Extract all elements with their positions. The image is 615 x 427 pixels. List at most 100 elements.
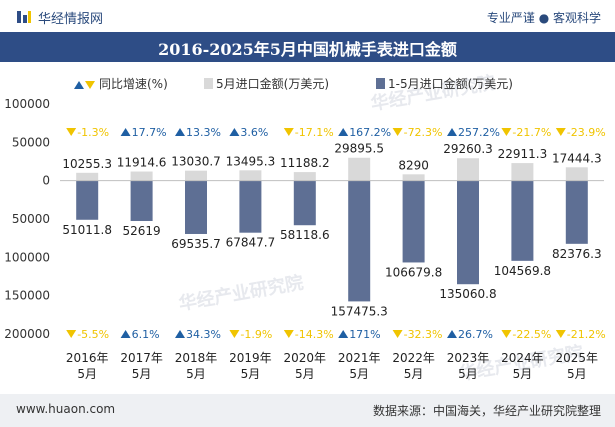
x-tick-label: 2025年 [556,351,599,365]
x-tick-label: 5月 [404,367,424,381]
growth-up-triangle-icon [338,330,349,338]
x-tick-label: 5月 [186,367,206,381]
growth-up-triangle-icon [338,128,349,136]
data-label-monthly: 29260.3 [443,142,493,156]
bar-monthly [185,170,207,181]
legend-label: 同比增速(%) [99,77,168,91]
data-label-cumulative: 67847.7 [226,236,276,250]
data-label-monthly: 29895.5 [334,142,384,156]
growth-down-triangle-icon [392,128,403,136]
bar-cumulative [457,180,479,285]
x-tick-label: 5月 [241,367,261,381]
data-label-monthly: 13495.3 [226,154,276,168]
growth-down-triangle-icon [66,128,77,136]
y-tick-label: 100000 [4,250,50,264]
legend-label: 1-5月进口金额(万美元) [388,76,513,91]
growth-rate-monthly: -23.9% [567,126,606,139]
bar-cumulative [185,180,207,234]
bar-monthly [565,167,588,181]
brand-logo-icon [17,11,31,23]
growth-down-triangle-icon [501,330,512,338]
growth-down-triangle-icon [283,128,294,136]
growth-rate-cumulative: 34.3% [186,328,221,341]
growth-rate-cumulative: -1.9% [240,328,272,341]
growth-rate-cumulative: 26.7% [458,328,493,341]
bar-monthly [457,158,479,181]
bar-cumulative [402,180,425,263]
growth-up-triangle-icon [229,128,240,136]
data-label-monthly: 17444.3 [552,151,602,165]
x-tick-label: 5月 [513,367,533,381]
growth-rate-cumulative: -22.5% [512,328,551,341]
x-tick-label: 2020年 [284,351,327,365]
growth-rate-cumulative: -14.3% [295,328,334,341]
data-label-cumulative: 51011.8 [62,223,112,237]
growth-rate-cumulative: 171% [349,328,380,341]
data-label-monthly: 10255.3 [62,157,112,171]
x-tick-label: 2021年 [338,351,381,365]
site-url[interactable]: www.huaon.com [16,402,116,416]
growth-rate-monthly: -21.7% [512,126,551,139]
data-label-monthly: 13030.7 [171,155,221,169]
growth-down-triangle-icon [501,128,512,136]
growth-up-triangle-icon [175,128,185,136]
y-tick-label: 0 [42,174,50,188]
data-label-monthly: 11914.6 [117,156,167,170]
data-label-cumulative: 157475.3 [331,304,388,318]
data-label-monthly: 22911.3 [498,147,548,161]
bar-monthly [348,157,371,181]
legend-down-triangle-icon [85,81,95,89]
bar-monthly [76,172,99,181]
bar-monthly [402,174,425,181]
growth-rate-monthly: 257.2% [458,126,500,139]
bar-cumulative [565,180,588,244]
growth-rate-monthly: 17.7% [132,126,167,139]
growth-rate-cumulative: -5.5% [77,328,109,341]
bar-cumulative [76,180,99,220]
growth-down-triangle-icon [66,330,77,338]
data-label-monthly: 8290 [398,158,429,172]
legend-label: 5月进口金额(万美元) [216,76,329,91]
legend-square-icon [376,78,385,89]
data-label-cumulative: 52619 [123,224,161,238]
bar-cumulative [348,180,371,302]
legend-up-triangle-icon [74,81,84,89]
bar-monthly [239,170,262,181]
growth-up-triangle-icon [447,128,457,136]
growth-rate-monthly: -1.3% [77,126,109,139]
x-tick-label: 2018年 [175,351,218,365]
x-tick-label: 2016年 [66,351,109,365]
x-tick-label: 5月 [132,367,152,381]
x-tick-label: 5月 [458,367,478,381]
data-source: 数据来源：中国海关，华经产业研究院整理 [372,404,601,418]
y-tick-label: 200000 [4,327,50,341]
data-label-cumulative: 104569.8 [494,264,551,278]
tagline: 专业严谨 ● 客观科学 [486,11,601,25]
data-label-cumulative: 58118.6 [280,228,330,242]
x-tick-label: 5月 [77,367,97,381]
growth-rate-monthly: 3.6% [240,126,268,139]
growth-rate-monthly: -72.3% [404,126,443,139]
bar-cumulative [511,180,534,261]
watermark-text: 华经产业研究院 [177,271,305,315]
x-tick-label: 5月 [567,367,587,381]
legend-square-icon [204,78,213,89]
bar-monthly [511,163,534,181]
y-tick-label: 50000 [12,212,50,226]
growth-down-triangle-icon [555,128,566,136]
growth-rate-monthly: 167.2% [349,126,391,139]
growth-rate-cumulative: -32.3% [404,328,443,341]
growth-up-triangle-icon [447,330,457,338]
x-tick-label: 2022年 [392,351,435,365]
data-label-cumulative: 82376.3 [552,247,602,261]
bar-monthly [293,172,316,181]
y-tick-label: 150000 [4,289,50,303]
top-bar: 华经情报网 专业严谨 ● 客观科学 [0,0,615,32]
bar-monthly [130,171,153,181]
x-tick-label: 2023年 [447,351,490,365]
data-label-cumulative: 106679.8 [385,265,442,279]
title-bar: 2016-2025年5月中国机械手表进口金额 [0,32,615,62]
growth-down-triangle-icon [229,330,240,338]
